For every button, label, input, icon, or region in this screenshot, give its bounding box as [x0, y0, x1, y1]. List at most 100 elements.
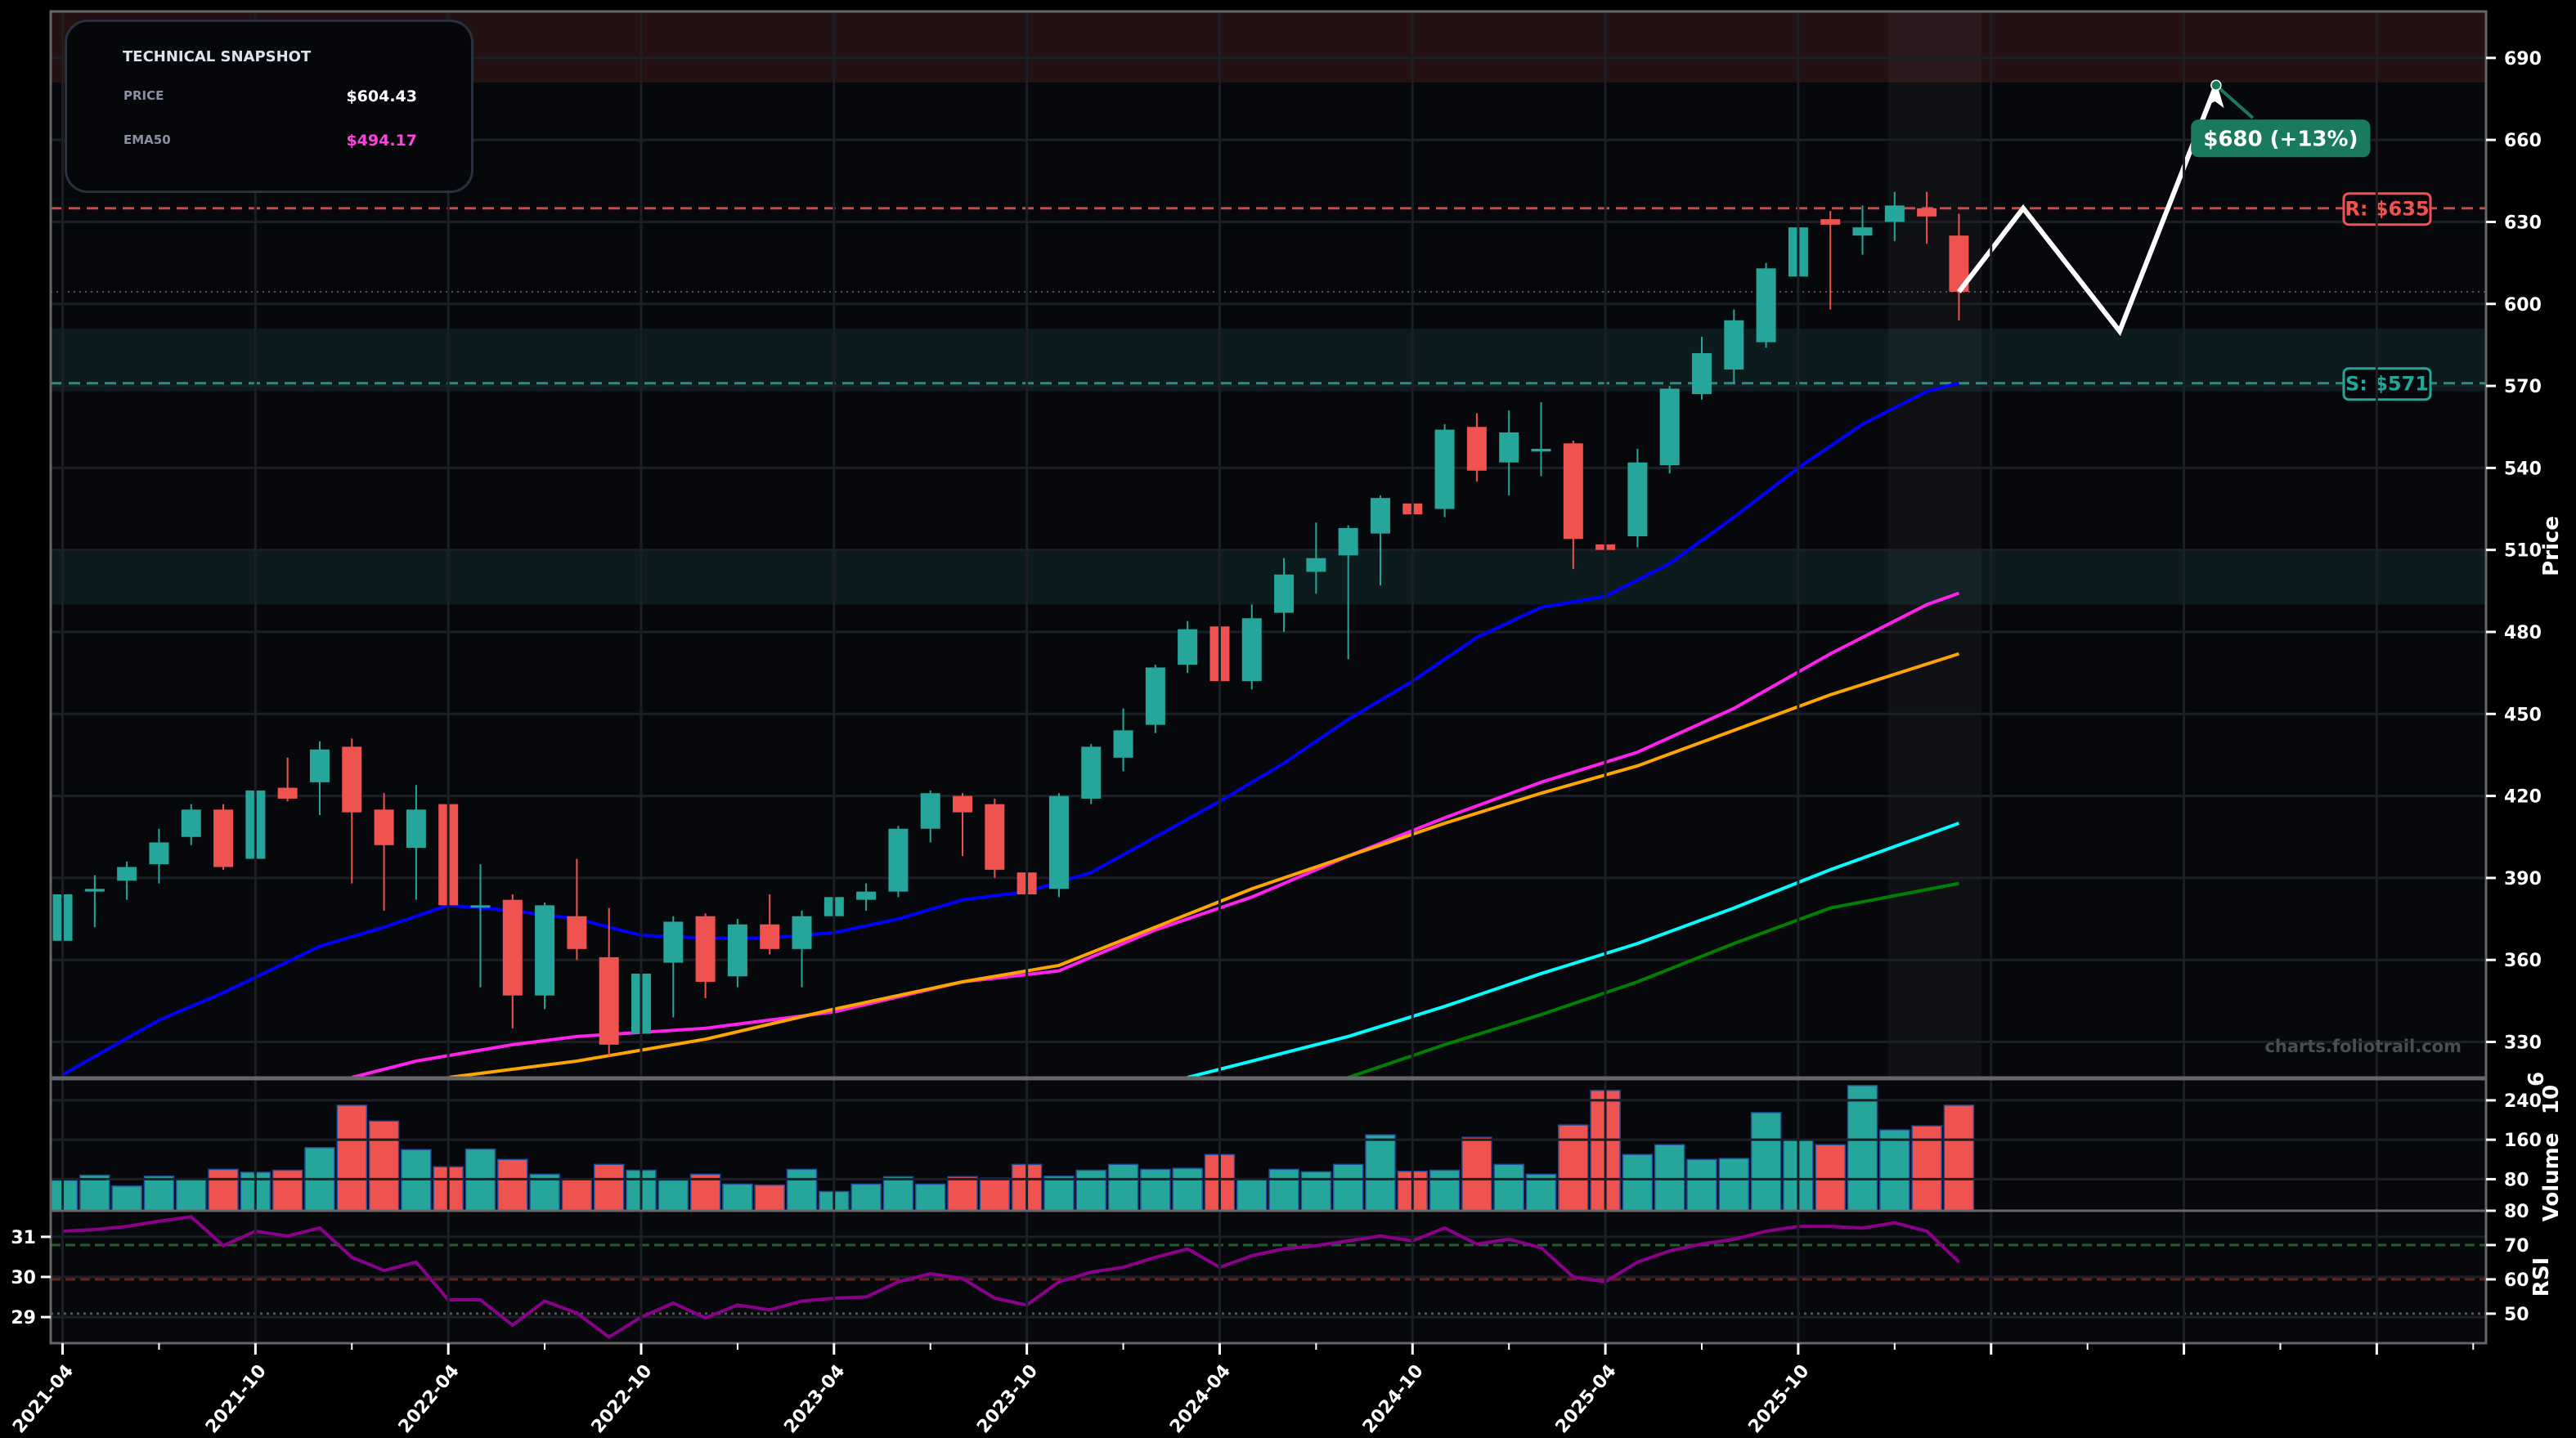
volume-bar [1493, 1163, 1524, 1211]
price-tick-label: 630 [2504, 213, 2542, 233]
price-tick-label: 570 [2504, 377, 2542, 397]
candle-body [1145, 667, 1165, 725]
volume-bar [1268, 1168, 1299, 1211]
candle-body [567, 916, 587, 949]
volume-bar [1075, 1169, 1106, 1211]
candle-body [1113, 730, 1133, 758]
moving-average-line [1187, 822, 1960, 1077]
volume-bar [497, 1158, 528, 1211]
volume-bar [914, 1183, 946, 1211]
candle-body [953, 795, 973, 813]
rsi-left-tick-label: 30 [11, 1268, 36, 1288]
volume-bar [593, 1163, 625, 1211]
candle-body [181, 809, 201, 837]
volume-unit-base: 10 [2539, 1085, 2564, 1114]
rsi-tick-label: 50 [2504, 1305, 2529, 1325]
candle-body [1274, 574, 1295, 613]
snapshot-ema-label: EMA50 [123, 132, 171, 147]
price-axis-label: Price [2539, 516, 2564, 576]
volume-tick-label: 80 [2504, 1170, 2529, 1190]
volume-bar [1622, 1154, 1654, 1211]
volume-panel [51, 1079, 2486, 1211]
candle-body [117, 867, 137, 881]
volume-bar [1429, 1169, 1461, 1211]
recent-period-shade [1887, 11, 1981, 1077]
candle-body [1531, 448, 1551, 452]
price-tick-label: 510 [2504, 541, 2542, 562]
volume-bar [1654, 1144, 1685, 1211]
candle-body [1917, 208, 1937, 217]
candle-body [1692, 352, 1712, 395]
volume-bar [979, 1177, 1011, 1211]
volume-bar [1300, 1171, 1332, 1211]
rsi-left-tick-label: 29 [11, 1308, 36, 1328]
volume-bar [79, 1174, 110, 1211]
volume-bar [1943, 1104, 1975, 1211]
candle-body [1659, 388, 1680, 466]
candle-body [84, 889, 105, 892]
support-zone [51, 328, 2486, 392]
volume-bar [1558, 1124, 1589, 1211]
candle-body [1563, 443, 1583, 540]
volume-bar [1750, 1112, 1782, 1211]
candle-body [1241, 618, 1262, 682]
volume-bar [786, 1168, 818, 1211]
candle-body [470, 905, 491, 908]
x-tick-label: 2021-10 [202, 1361, 271, 1437]
candle-body [1756, 268, 1776, 343]
x-tick-label: 2024-04 [1166, 1361, 1235, 1437]
x-tick-label: 2022-04 [395, 1361, 464, 1437]
candle-body [1820, 219, 1841, 225]
price-tick-label: 330 [2504, 1033, 2542, 1054]
rsi-axis-label: RSI [2529, 1257, 2554, 1297]
x-tick-label: 2023-10 [973, 1361, 1042, 1437]
arrow-head-icon [2205, 81, 2224, 109]
price-tick-label: 540 [2504, 459, 2542, 479]
panel-frame [49, 10, 2488, 1079]
volume-bar [1236, 1178, 1268, 1211]
volume-bar [208, 1168, 239, 1211]
volume-bar [1847, 1085, 1878, 1211]
moving-average-line [1348, 881, 1959, 1077]
candle-body [309, 749, 330, 782]
x-tick-label: 2023-04 [780, 1361, 849, 1437]
candle-body [920, 793, 940, 829]
rsi-tick-label: 60 [2504, 1270, 2529, 1291]
volume-tick-label: 160 [2504, 1131, 2542, 1151]
candle-body [406, 809, 426, 849]
volume-unit-exp: 6 [2524, 1072, 2549, 1086]
price-tick-label: 420 [2504, 787, 2542, 808]
volume-bar [336, 1104, 368, 1211]
volume-bar [882, 1176, 914, 1211]
volume-bar [272, 1169, 303, 1211]
candle-body [1466, 427, 1487, 471]
volume-bar [176, 1178, 207, 1211]
x-tick-label: 2024-10 [1359, 1361, 1428, 1437]
volume-bar [561, 1178, 593, 1211]
snapshot-title: TECHNICAL SNAPSHOT [123, 48, 312, 65]
volume-bar [1172, 1167, 1203, 1211]
candle-body [374, 809, 394, 845]
volume-bar [657, 1179, 689, 1211]
rsi-tick-label: 80 [2504, 1202, 2529, 1222]
snapshot-price-value: $604.43 [346, 87, 417, 105]
candle-body [149, 842, 169, 865]
candle-body [599, 956, 619, 1045]
price-tick-label: 390 [2504, 869, 2542, 889]
level-label: R: $635 [2345, 198, 2429, 221]
volume-bar [850, 1183, 882, 1211]
level-label: S: $571 [2345, 373, 2429, 396]
volume-bar [143, 1176, 175, 1211]
volume-bar [1043, 1176, 1075, 1211]
volume-axis-label: Volume [2539, 1133, 2564, 1222]
volume-bar [1140, 1168, 1171, 1211]
volume-tick-label: 240 [2504, 1091, 2542, 1112]
price-tick-label: 450 [2504, 705, 2542, 725]
watermark: charts.foliotrail.com [2264, 1037, 2462, 1056]
volume-bar [1365, 1134, 1396, 1211]
price-tick-label: 690 [2504, 49, 2542, 69]
candle-body [1048, 795, 1069, 889]
candle-body [277, 787, 298, 799]
candle-body [502, 899, 523, 996]
moving-average-line [351, 591, 1960, 1077]
